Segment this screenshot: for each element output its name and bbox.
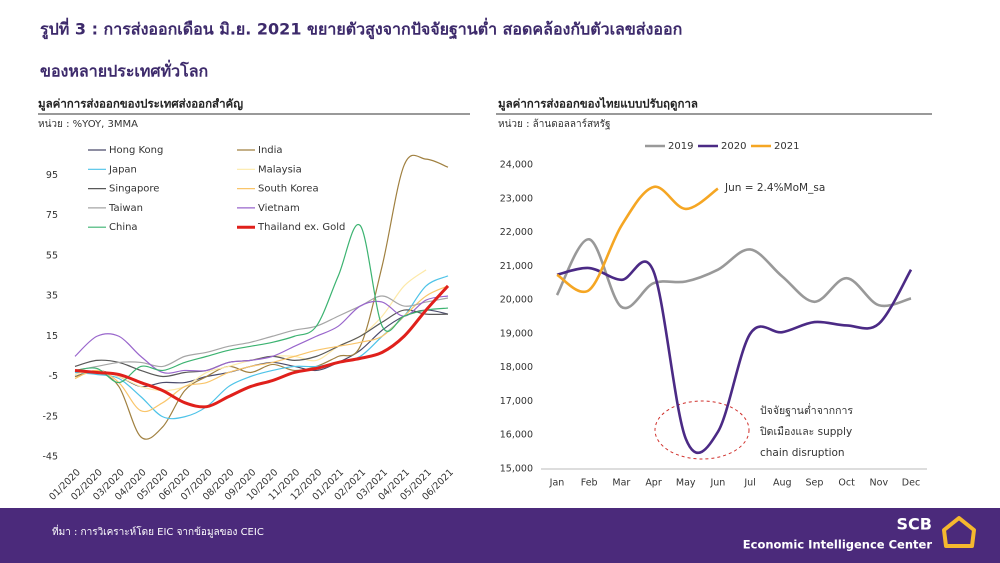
legend-label: Hong Kong — [109, 145, 163, 156]
y-tick-label: -45 — [42, 452, 58, 463]
legend-label: 2021 — [774, 141, 799, 152]
legend-label: Malaysia — [258, 164, 302, 175]
legend-label: China — [109, 222, 138, 233]
source: ที่มา : การวิเคราะห์โดย EIC จากข้อมูลของ… — [52, 524, 264, 538]
x-tick-label: Jan — [549, 478, 565, 489]
y-tick-label: 21,000 — [500, 261, 533, 272]
y-tick-label: -5 — [49, 371, 58, 382]
y-tick-label: 35 — [46, 291, 58, 302]
series-line — [74, 285, 449, 413]
logo-icon — [942, 516, 976, 548]
legend-label: Taiwan — [108, 203, 143, 214]
x-tick-label: Apr — [645, 478, 662, 489]
series-line — [556, 260, 913, 454]
chart-title: มูลค่าการส่งออกของไทยแบบปรับฤดูกาล — [498, 97, 698, 112]
y-tick-label: -25 — [42, 411, 58, 422]
slide-title-line2: ของหลายประเทศทั่วโลก — [40, 60, 208, 81]
series-line — [74, 223, 449, 384]
logo-sub: Economic Intelligence Center — [743, 538, 933, 552]
y-tick-label: 23,000 — [500, 193, 533, 204]
legend-label: 2019 — [668, 141, 693, 152]
x-tick-label: Mar — [612, 478, 630, 489]
series-line — [74, 309, 449, 378]
footer-band — [0, 508, 1000, 563]
y-tick-label: 17,000 — [500, 396, 533, 407]
legend-label: India — [258, 145, 283, 156]
y-tick-label: 19,000 — [500, 328, 533, 339]
legend-label: 2020 — [721, 141, 746, 152]
chart-title: มูลค่าการส่งออกของประเทศส่งออกสำคัญ — [38, 97, 243, 112]
annotation: ปิดเมืองและ supply — [760, 425, 853, 438]
y-tick-label: 24,000 — [500, 160, 533, 171]
slide-title: รูปที่ 3 : การส่งออกเดือน มิ.ย. 2021 ขยา… — [40, 18, 682, 41]
legend-label: Thailand ex. Gold — [257, 222, 345, 233]
series-line — [74, 295, 449, 374]
x-tick-label: May — [676, 478, 696, 489]
series-line — [555, 238, 912, 310]
chart-subtitle: หน่วย : %YOY, 3MMA — [38, 119, 138, 130]
chart-subtitle: หน่วย : ล้านดอลลาร์สหรัฐ — [498, 118, 611, 130]
legend-label: Vietnam — [258, 203, 300, 214]
series-line — [74, 309, 449, 388]
y-tick-label: 75 — [46, 210, 58, 221]
x-tick-label: Jun — [709, 478, 725, 489]
annotation: ปัจจัยฐานต่ำจากการ — [760, 403, 853, 417]
y-tick-label: 20,000 — [500, 295, 533, 306]
y-tick-label: 15 — [46, 331, 58, 342]
x-tick-label: Dec — [902, 478, 920, 489]
legend-label: South Korea — [258, 184, 319, 195]
y-tick-label: 18,000 — [500, 362, 533, 373]
x-tick-label: Aug — [773, 478, 792, 489]
series-line — [74, 284, 450, 409]
x-tick-label: Sep — [806, 478, 824, 489]
y-tick-label: 95 — [46, 170, 58, 181]
x-tick-label: Feb — [581, 478, 598, 489]
series-line — [556, 185, 719, 294]
logo: SCB — [897, 515, 932, 534]
legend-label: Japan — [108, 164, 137, 175]
x-tick-label: Jul — [743, 478, 755, 489]
y-tick-label: 22,000 — [500, 227, 533, 238]
annotation: chain disruption — [760, 447, 845, 459]
y-tick-label: 16,000 — [500, 430, 533, 441]
annotation: Jun = 2.4%MoM_sa — [724, 182, 825, 194]
legend-label: Singapore — [109, 184, 159, 195]
x-tick-label: Nov — [870, 478, 889, 489]
series-line — [74, 295, 449, 372]
x-tick-label: Oct — [838, 478, 855, 489]
highlight-ellipse — [654, 400, 750, 460]
y-tick-label: 55 — [46, 250, 58, 261]
series-line — [74, 154, 449, 440]
y-tick-label: 15,000 — [500, 464, 533, 475]
